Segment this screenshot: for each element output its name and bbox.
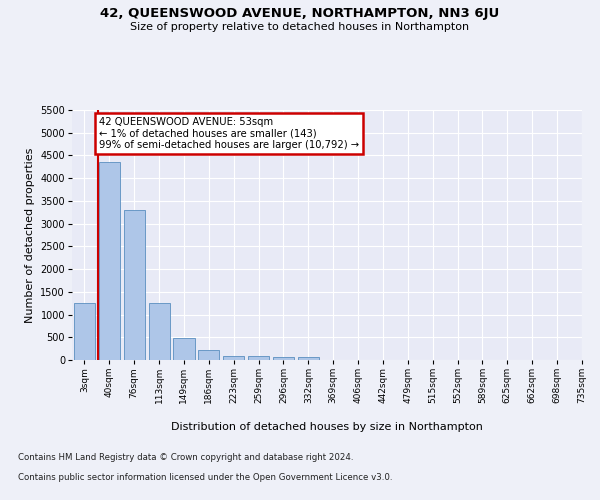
- Text: Size of property relative to detached houses in Northampton: Size of property relative to detached ho…: [130, 22, 470, 32]
- Bar: [273, 358, 294, 360]
- Bar: [124, 210, 145, 360]
- Bar: [74, 303, 95, 360]
- Bar: [99, 162, 120, 360]
- Bar: [198, 350, 220, 360]
- Text: Contains public sector information licensed under the Open Government Licence v3: Contains public sector information licen…: [18, 472, 392, 482]
- Y-axis label: Number of detached properties: Number of detached properties: [25, 148, 35, 322]
- Text: 42, QUEENSWOOD AVENUE, NORTHAMPTON, NN3 6JU: 42, QUEENSWOOD AVENUE, NORTHAMPTON, NN3 …: [100, 8, 500, 20]
- Bar: [248, 356, 269, 360]
- Bar: [173, 338, 194, 360]
- Text: 42 QUEENSWOOD AVENUE: 53sqm
← 1% of detached houses are smaller (143)
99% of sem: 42 QUEENSWOOD AVENUE: 53sqm ← 1% of deta…: [99, 117, 359, 150]
- Bar: [223, 356, 244, 360]
- Bar: [149, 303, 170, 360]
- Text: Contains HM Land Registry data © Crown copyright and database right 2024.: Contains HM Land Registry data © Crown c…: [18, 452, 353, 462]
- Bar: [298, 358, 319, 360]
- Text: Distribution of detached houses by size in Northampton: Distribution of detached houses by size …: [171, 422, 483, 432]
